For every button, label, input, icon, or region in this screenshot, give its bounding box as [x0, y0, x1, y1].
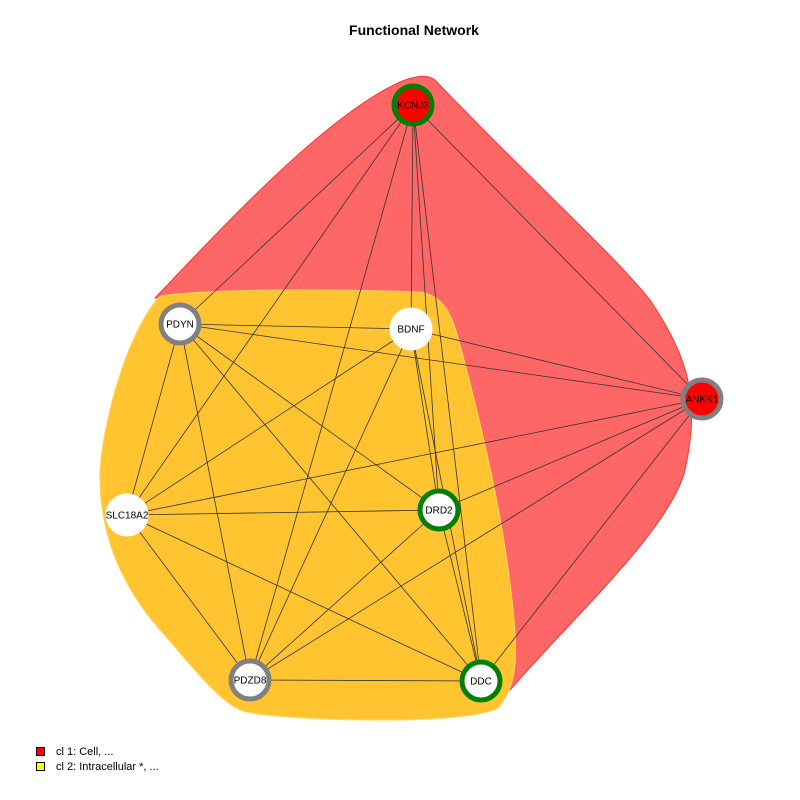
- edge-ankk1-drd2: [438, 398, 703, 511]
- node-label-pdyn: PDYN: [166, 320, 194, 331]
- node-label-ddc: DDC: [470, 677, 492, 688]
- edge-drd2-ddc: [438, 509, 482, 682]
- node-pdyn[interactable]: PDYN: [158, 302, 202, 346]
- node-circle-slc18a2: [105, 493, 149, 537]
- legend: cl 1: Cell, ... cl 2: Intracellular *, .…: [36, 744, 159, 774]
- edge-ankk1-slc18a2: [126, 398, 703, 516]
- node-ddc[interactable]: DDC: [459, 659, 503, 703]
- legend-item-cl1: cl 1: Cell, ...: [36, 744, 159, 759]
- edge-bdnf-drd2: [410, 328, 440, 511]
- node-label-bdnf: BDNF: [397, 325, 424, 336]
- edge-bdnf-ankk1: [410, 328, 703, 400]
- edge-pdyn-pdzd8: [179, 323, 251, 681]
- node-circle-kcnj3: [391, 83, 435, 127]
- node-slc18a2[interactable]: SLC18A2: [105, 493, 149, 537]
- node-label-drd2: DRD2: [425, 506, 453, 517]
- legend-swatch-red: [36, 747, 45, 756]
- edge-kcnj3-pdyn: [179, 104, 414, 325]
- edge-bdnf-pdzd8: [249, 328, 412, 681]
- edge-pdyn-slc18a2: [126, 323, 181, 516]
- edge-ankk1-pdzd8: [249, 398, 703, 681]
- node-circle-ankk1: [680, 377, 724, 421]
- node-pdzd8[interactable]: PDZD8: [228, 658, 272, 702]
- node-circle-pdzd8: [228, 658, 272, 702]
- edge-bdnf-slc18a2: [126, 328, 412, 516]
- node-ankk1[interactable]: ANKK1: [680, 377, 724, 421]
- edge-slc18a2-drd2: [126, 509, 440, 516]
- node-label-ankk1: ANKK1: [686, 395, 719, 406]
- node-label-pdzd8: PDZD8: [234, 676, 267, 687]
- node-kcnj3[interactable]: KCNJ3: [391, 83, 435, 127]
- legend-swatch-yellow: [36, 762, 45, 771]
- node-circle-pdyn: [158, 302, 202, 346]
- node-bdnf[interactable]: BDNF: [389, 307, 433, 351]
- edge-kcnj3-pdzd8: [249, 104, 414, 681]
- edge-drd2-pdzd8: [249, 509, 440, 681]
- cluster-hull-cl2: [99, 289, 517, 721]
- edge-ankk1-ddc: [480, 398, 703, 682]
- edge-kcnj3-ankk1: [412, 104, 703, 400]
- edge-pdzd8-ddc: [249, 679, 482, 682]
- node-drd2[interactable]: DRD2: [417, 488, 461, 532]
- node-circle-ddc: [459, 659, 503, 703]
- node-circle-bdnf: [389, 307, 433, 351]
- chart-title: Functional Network: [349, 22, 479, 38]
- edge-kcnj3-ddc: [412, 104, 482, 682]
- legend-label-cl2: cl 2: Intracellular *, ...: [56, 760, 159, 773]
- nodes-group: KCNJ3 ANKK1 PDYN BDNF SLC18A2 DRD2 PDZD8 DDC: [105, 83, 724, 703]
- edges-group: [126, 104, 703, 682]
- node-label-kcnj3: KCNJ3: [397, 101, 429, 112]
- edge-pdyn-ankk1: [179, 323, 703, 400]
- legend-item-cl2: cl 2: Intracellular *, ...: [36, 759, 159, 774]
- node-circle-drd2: [417, 488, 461, 532]
- node-label-slc18a2: SLC18A2: [106, 511, 149, 522]
- edge-kcnj3-slc18a2: [126, 104, 414, 516]
- edge-pdyn-bdnf: [179, 323, 412, 330]
- edge-pdyn-drd2: [179, 323, 440, 511]
- edge-pdyn-ddc: [179, 323, 482, 682]
- edge-kcnj3-drd2: [412, 104, 440, 511]
- legend-label-cl1: cl 1: Cell, ...: [56, 745, 114, 758]
- edge-slc18a2-ddc: [126, 514, 482, 682]
- edge-slc18a2-pdzd8: [126, 514, 251, 681]
- edge-kcnj3-bdnf: [410, 104, 414, 330]
